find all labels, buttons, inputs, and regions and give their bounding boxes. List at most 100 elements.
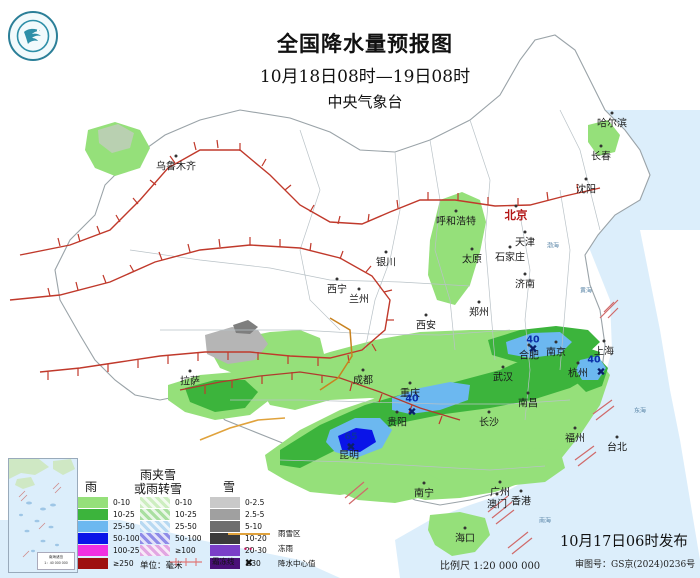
- city-label: 郑州: [469, 307, 489, 319]
- rain-0-10-guangxi: [340, 470, 440, 503]
- city-dot: [501, 365, 505, 369]
- page-title: 全国降水量预报图: [277, 32, 453, 56]
- cold-front-line: [9, 139, 601, 425]
- city-dot: [188, 369, 192, 373]
- legend-heading-snow: 雪: [222, 480, 235, 494]
- precip-center-value: 40: [405, 393, 419, 405]
- city-dot: [470, 247, 474, 251]
- legend-swatch-label: ≥250: [113, 558, 134, 568]
- city-label: 乌鲁木齐: [156, 161, 196, 173]
- rain-0-10-fujian: [498, 448, 565, 485]
- city-dot: [573, 426, 577, 430]
- legend-swatch-label: 5-10: [245, 521, 263, 531]
- legend-swatch: [210, 545, 240, 557]
- legend-extra-row: 雨雪区: [228, 527, 428, 540]
- inset-map-graphic: [9, 459, 75, 570]
- city-label: 福州: [565, 433, 585, 445]
- legend-swatch-label: 25-50: [175, 521, 197, 531]
- city-dot: [384, 250, 388, 254]
- precip-center-x-icon: ✖: [528, 342, 538, 356]
- legend-heading-sleet-line1: 雨夹雪: [139, 468, 176, 482]
- map-review-number: 审图号：GS京(2024)0236号: [575, 560, 696, 570]
- legend-row: 100-250: [78, 545, 144, 557]
- legend-row: 0-2.5: [210, 496, 267, 508]
- city-label: 长春: [591, 151, 611, 163]
- legend-row: 0-10: [140, 496, 202, 508]
- city-label: 南宁: [414, 488, 434, 500]
- legend-swatch: [210, 520, 240, 532]
- sea-name-label: 渤海: [546, 242, 560, 250]
- legend-swatch-label: 0-10: [113, 497, 131, 507]
- city-label: 贵阳: [387, 417, 407, 429]
- rain-0-10-hainan: [428, 512, 490, 556]
- legend-swatch: [210, 508, 240, 520]
- city-dot: [422, 481, 426, 485]
- city-label: 武汉: [493, 372, 513, 384]
- legend-snowline-label: 霜冻线: [212, 557, 235, 566]
- precip-zones: [85, 120, 620, 556]
- precip-center-x-icon: ✖: [596, 365, 606, 379]
- city-label: 成都: [353, 375, 373, 387]
- legend-extra-row: ✖ 降水中心值: [228, 557, 428, 570]
- city-dot: [498, 480, 502, 484]
- legend-swatch: [78, 496, 108, 508]
- legend-row: 25-50: [78, 520, 144, 532]
- sea-name-label: 东海: [633, 407, 647, 415]
- freezing-rain-dots-icon: ••: [243, 543, 255, 554]
- legend-row: 0-10: [78, 496, 144, 508]
- city-dot: [610, 111, 614, 115]
- rain-10-25-tibet: [185, 380, 258, 412]
- city-label: 广州: [490, 487, 510, 499]
- rain-snow-boundary: [199, 317, 353, 441]
- city-dot: [508, 245, 512, 249]
- release-time: 10月17日06时发布: [560, 534, 688, 550]
- city-label: 石家庄: [495, 252, 525, 264]
- legend-row: 50-100: [78, 533, 144, 545]
- legend-swatch: [140, 496, 170, 508]
- city-label: 杭州: [568, 368, 588, 380]
- precip-center-x-icon: ✖: [244, 558, 254, 569]
- city-dot: [424, 313, 428, 317]
- legend-column-rain: 0-10 10-25 25-50 50-100 100-250 ≥250: [78, 496, 144, 569]
- cma-logo-icon: [8, 11, 58, 61]
- legend-snowline-row: 霜冻线: [168, 556, 235, 567]
- city-label: 太原: [462, 254, 482, 266]
- snow-xinjiang: [98, 124, 134, 153]
- city-label: 香港: [511, 496, 531, 508]
- city-dot: [519, 489, 523, 493]
- legend-extra-label: 雨雪区: [278, 529, 301, 538]
- snow-tibet: [205, 327, 268, 364]
- legend-row: 10-20: [210, 533, 267, 545]
- city-dot: [174, 154, 178, 158]
- city-label: 合肥: [519, 350, 539, 362]
- rain-25-50-hangzhou: [576, 356, 606, 380]
- legend-swatch-label: ≥30: [245, 558, 261, 568]
- city-dot: [576, 361, 580, 365]
- legend-row: 25-50: [140, 520, 202, 532]
- precip-center-x-icon: ✖: [346, 440, 356, 454]
- legend-row: ≥30: [210, 557, 267, 569]
- legend-swatch: [78, 520, 108, 532]
- city-dot: [454, 209, 458, 213]
- legend-swatch: [140, 533, 170, 545]
- legend-swatch: [78, 508, 108, 520]
- legend-row: ≥250: [78, 557, 144, 569]
- precip-center-value: 40: [587, 354, 601, 366]
- inset-scale-label: 南海诸岛 1：40 000 000: [37, 552, 75, 570]
- city-dot: [514, 204, 518, 208]
- legend-panel: 雨 雨夹雪 或雨转雪 雪 0-10 10-25 25-50 50-100 100-250…: [78, 466, 408, 574]
- rain-25-50-hefei: [506, 332, 572, 358]
- city-label: 北京: [504, 208, 528, 222]
- legend-swatch-label: 20-30: [245, 546, 267, 556]
- scale-label: 比例尺 1:20 000 000: [440, 561, 541, 572]
- legend-row: 50-100: [140, 533, 202, 545]
- precip-center-value: 40: [526, 334, 540, 346]
- city-label: 西宁: [327, 284, 347, 296]
- city-dot: [335, 277, 339, 281]
- legend-extra-label: 冻雨: [278, 544, 293, 553]
- city-dot: [584, 177, 588, 181]
- legend-column-sleet: 0-10 10-25 25-50 50-100 ≥100: [140, 496, 202, 557]
- legend-row: 20-30: [210, 545, 267, 557]
- city-dot: [523, 230, 527, 234]
